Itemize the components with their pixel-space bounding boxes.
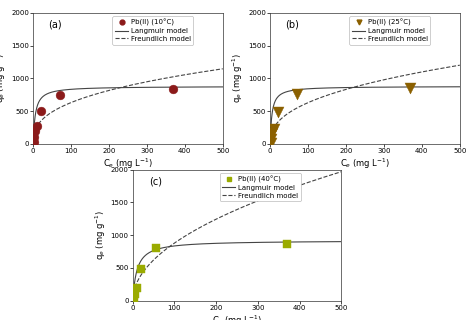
Pb(II) (40°C) <box>130 295 137 300</box>
X-axis label: C$_e$ (mg L$^{-1}$): C$_e$ (mg L$^{-1}$) <box>340 157 390 171</box>
Text: (a): (a) <box>48 19 62 29</box>
Pb(II) (40°C) <box>131 291 138 296</box>
Pb(II) (10°C) <box>31 128 39 133</box>
Pb(II) (25°C) <box>267 136 275 141</box>
Y-axis label: q$_e$ (mg g$^{-1}$): q$_e$ (mg g$^{-1}$) <box>231 53 245 103</box>
Pb(II) (40°C) <box>129 298 137 303</box>
Pb(II) (10°C) <box>30 140 37 145</box>
Pb(II) (25°C) <box>268 130 276 135</box>
Pb(II) (40°C) <box>283 241 291 246</box>
Text: (b): (b) <box>285 19 299 29</box>
Pb(II) (10°C) <box>30 135 38 140</box>
Pb(II) (10°C) <box>56 93 64 98</box>
Legend: Pb(II) (25°C), Langmuir model, Freundlich model: Pb(II) (25°C), Langmuir model, Freundlic… <box>349 16 430 44</box>
Pb(II) (40°C) <box>133 286 141 291</box>
Legend: Pb(II) (40°C), Langmuir model, Freundlich model: Pb(II) (40°C), Langmuir model, Freundlic… <box>219 173 301 201</box>
X-axis label: C$_e$ (mg L$^{-1}$): C$_e$ (mg L$^{-1}$) <box>103 157 153 171</box>
Pb(II) (10°C) <box>37 108 45 113</box>
Pb(II) (10°C) <box>33 123 41 128</box>
Text: (c): (c) <box>149 176 163 186</box>
Pb(II) (25°C) <box>274 109 282 115</box>
X-axis label: C$_e$ (mg L$^{-1}$): C$_e$ (mg L$^{-1}$) <box>212 314 262 320</box>
Y-axis label: q$_e$ (mg g$^{-1}$): q$_e$ (mg g$^{-1}$) <box>0 53 8 103</box>
Pb(II) (25°C) <box>407 86 414 91</box>
Pb(II) (25°C) <box>293 92 301 97</box>
Legend: Pb(II) (10°C), Langmuir model, Freundlich model: Pb(II) (10°C), Langmuir model, Freundlic… <box>112 16 193 44</box>
Y-axis label: q$_e$ (mg g$^{-1}$): q$_e$ (mg g$^{-1}$) <box>93 210 108 260</box>
Pb(II) (10°C) <box>170 86 177 92</box>
Pb(II) (25°C) <box>267 140 274 146</box>
Pb(II) (40°C) <box>152 246 159 251</box>
Pb(II) (25°C) <box>270 126 278 132</box>
Pb(II) (40°C) <box>137 266 145 271</box>
